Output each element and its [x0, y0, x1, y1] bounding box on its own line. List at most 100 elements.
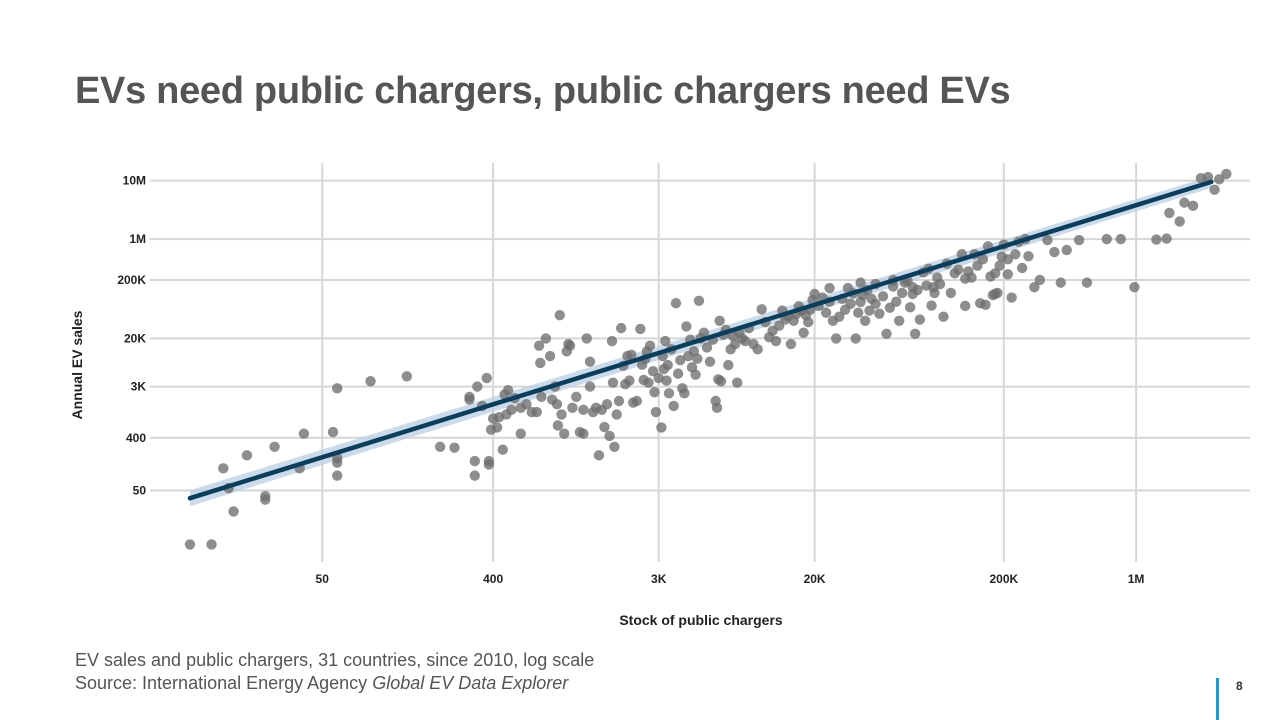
data-point: [604, 430, 615, 442]
data-point: [656, 422, 667, 433]
data-point: [643, 377, 654, 388]
x-axis-ticks: 50 400 3K 20K 200K 1M: [316, 572, 1145, 586]
data-point: [649, 387, 660, 398]
data-point: [1195, 172, 1207, 184]
data-point: [647, 365, 659, 377]
data-point: [859, 315, 871, 327]
data-point: [752, 344, 763, 355]
data-point: [824, 282, 835, 294]
data-point: [959, 300, 971, 312]
y-tick-label: 20K: [124, 331, 146, 345]
data-point: [567, 402, 578, 414]
data-point: [679, 388, 690, 399]
data-point: [535, 357, 546, 369]
data-point: [1049, 246, 1060, 258]
trend-line-group: [187, 179, 1214, 501]
x-tick-label: 20K: [804, 572, 826, 586]
data-point: [491, 422, 503, 433]
data-point: [607, 377, 619, 388]
data-point: [269, 441, 280, 453]
data-point: [540, 333, 552, 344]
data-point: [820, 307, 832, 318]
data-point: [723, 359, 734, 371]
y-axis-label: Annual EV sales: [69, 310, 85, 419]
data-point: [1002, 254, 1014, 265]
data-point: [992, 287, 1003, 299]
data-point: [218, 463, 229, 474]
data-point: [184, 539, 196, 550]
y-tick-label: 400: [126, 431, 146, 445]
data-point: [1002, 269, 1014, 280]
data-point: [1129, 282, 1140, 293]
data-point: [1164, 207, 1175, 219]
data-point: [449, 442, 460, 453]
x-tick-label: 1M: [1128, 572, 1145, 586]
data-point: [977, 254, 989, 265]
data-point: [715, 376, 727, 387]
data-point: [989, 268, 1001, 279]
data-point: [481, 372, 492, 384]
data-point: [853, 307, 864, 318]
data-point: [896, 287, 908, 299]
data-point: [732, 377, 743, 388]
data-point: [891, 296, 902, 307]
data-point: [662, 359, 673, 371]
data-point: [693, 295, 705, 306]
data-point: [681, 321, 692, 332]
data-point: [260, 494, 271, 505]
data-point: [692, 353, 703, 364]
data-point: [606, 335, 618, 347]
data-point: [536, 391, 547, 403]
data-point: [615, 322, 627, 334]
data-point: [928, 282, 939, 293]
data-point: [593, 450, 605, 461]
data-point: [1023, 250, 1034, 262]
data-point: [584, 381, 596, 392]
data-point: [544, 350, 556, 362]
data-point: [206, 539, 217, 550]
data-point: [870, 298, 881, 310]
data-point: [1061, 244, 1072, 256]
data-point: [909, 328, 921, 339]
data-point: [714, 315, 725, 327]
data-point: [1187, 200, 1199, 212]
data-point: [670, 298, 682, 309]
data-point: [228, 506, 239, 517]
data-point: [1209, 184, 1220, 195]
data-point: [668, 400, 679, 412]
data-point: [472, 381, 483, 392]
data-point: [609, 441, 620, 453]
data-point: [327, 426, 339, 438]
y-tick-label: 200K: [117, 273, 146, 287]
data-point: [515, 428, 526, 439]
data-point: [1081, 277, 1093, 288]
data-point: [332, 470, 343, 481]
chart-subtitle: EV sales and public chargers, 31 countri…: [75, 650, 595, 670]
data-point: [434, 441, 446, 453]
data-point: [874, 308, 885, 319]
data-point: [756, 304, 767, 315]
data-point: [701, 342, 713, 353]
y-axis-ticks: 50 400 3K 20K 200K 1M 10M: [117, 174, 146, 498]
data-point: [938, 311, 949, 322]
data-point: [1042, 234, 1053, 246]
data-point: [660, 335, 671, 347]
data-point: [850, 333, 861, 344]
data-point: [1101, 233, 1112, 245]
data-point: [770, 335, 782, 347]
data-point: [809, 288, 820, 300]
data-point: [1115, 233, 1126, 245]
data-point: [1073, 234, 1085, 246]
data-point: [877, 291, 889, 302]
data-point: [531, 406, 542, 418]
x-axis-label: Stock of public chargers: [619, 612, 783, 628]
data-point: [1214, 174, 1225, 185]
data-point: [834, 311, 845, 322]
data-point: [650, 406, 662, 418]
data-point: [855, 277, 866, 288]
data-point: [241, 450, 253, 461]
data-point: [578, 428, 589, 439]
data-point: [663, 388, 675, 399]
data-point: [559, 428, 570, 439]
data-point: [914, 314, 926, 325]
